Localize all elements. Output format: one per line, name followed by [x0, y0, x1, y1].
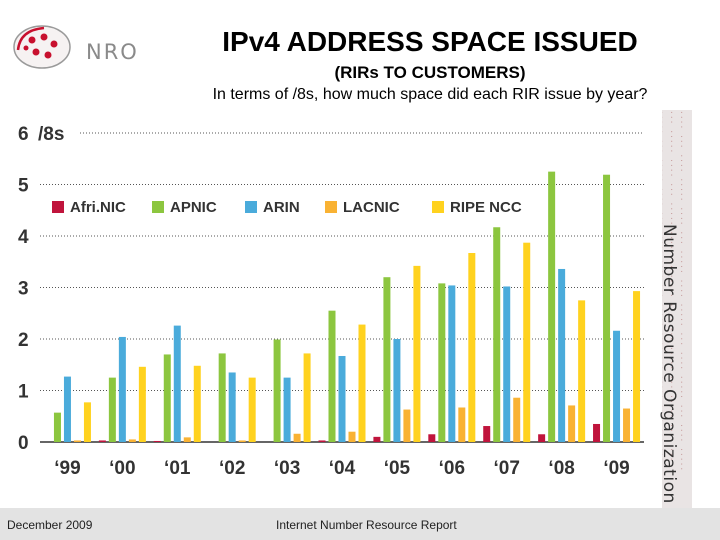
- bar-afri-nic: [318, 440, 326, 442]
- bar-apnic: [328, 310, 336, 442]
- x-tick-label: ‘02: [219, 458, 245, 479]
- y-tick-label: 5: [18, 176, 29, 197]
- x-tick-label: ‘03: [274, 458, 300, 479]
- bar-afri-nic: [593, 423, 601, 442]
- bar-arin: [558, 268, 566, 442]
- bar-ripe-ncc: [468, 252, 476, 442]
- page-title: IPv4 ADDRESS SPACE ISSUED: [222, 26, 638, 57]
- x-tick-label: ‘08: [548, 458, 574, 479]
- bar-apnic: [438, 283, 446, 442]
- bar-ripe-ncc: [578, 300, 586, 442]
- legend-swatch: [432, 201, 444, 213]
- legend-label: RIPE NCC: [450, 199, 522, 216]
- x-tick-label: ‘01: [164, 458, 191, 479]
- x-tick-label: ‘04: [329, 458, 356, 479]
- y-tick-label: 2: [18, 330, 29, 351]
- bar-lacnic: [348, 431, 356, 442]
- legend-swatch: [52, 201, 64, 213]
- bar-afri-nic: [538, 434, 546, 442]
- bar-ripe-ncc: [413, 265, 421, 442]
- x-tick-label: ‘09: [603, 458, 629, 479]
- bar-afri-nic: [98, 440, 106, 442]
- x-tick-label: ‘07: [494, 458, 520, 479]
- bar-afri-nic: [373, 436, 381, 442]
- bar-apnic: [218, 353, 226, 442]
- bar-lacnic: [513, 397, 521, 442]
- page-subtitle: (RIRs TO CUSTOMERS): [334, 63, 526, 82]
- bar-apnic: [163, 354, 171, 442]
- legend-label: APNIC: [170, 199, 217, 216]
- x-tick-label: ‘05: [384, 458, 411, 479]
- bar-lacnic: [568, 405, 576, 442]
- bar-arin: [118, 336, 126, 442]
- bar-apnic: [383, 277, 391, 442]
- footer-date: December 2009: [7, 518, 93, 532]
- bar-lacnic: [458, 407, 466, 442]
- bar-arin: [283, 377, 291, 442]
- bar-ripe-ncc: [248, 377, 256, 442]
- y-tick-label: 0: [18, 433, 29, 454]
- x-tick-label: ‘06: [439, 458, 465, 479]
- bar-arin: [63, 376, 71, 442]
- bar-apnic: [53, 412, 61, 442]
- bar-ripe-ncc: [633, 291, 641, 442]
- bar-lacnic: [183, 437, 191, 442]
- bar-lacnic: [128, 439, 136, 442]
- legend-label: Afri.NIC: [70, 199, 126, 216]
- bar-afri-nic: [483, 426, 491, 442]
- bar-afri-nic: [428, 434, 436, 442]
- bar-ripe-ncc: [523, 242, 531, 442]
- nro-logo: [13, 25, 71, 69]
- side-decoration-strip: .... ... .... ..... .... ... ..... .... …: [662, 110, 692, 508]
- y-axis-unit-label: /8s: [38, 124, 64, 145]
- bar-arin: [228, 372, 236, 442]
- bar-ripe-ncc: [138, 366, 146, 442]
- logo-text: NRO: [86, 40, 139, 64]
- y-tick-label: 3: [18, 279, 29, 300]
- bar-arin: [448, 285, 456, 442]
- bar-ripe-ncc: [83, 402, 91, 442]
- bar-apnic: [603, 174, 611, 442]
- x-tick-label: ‘99: [54, 458, 80, 479]
- bar-arin: [338, 355, 346, 442]
- bar-ripe-ncc: [193, 365, 201, 442]
- legend-swatch: [325, 201, 337, 213]
- bar-arin: [393, 339, 401, 442]
- bar-apnic: [493, 227, 501, 442]
- bar-arin: [613, 330, 621, 442]
- bar-lacnic: [73, 440, 81, 442]
- legend-label: LACNIC: [343, 199, 400, 216]
- bar-lacnic: [238, 440, 246, 442]
- x-tick-label: ‘00: [109, 458, 135, 479]
- bar-apnic: [108, 377, 116, 442]
- bar-arin: [503, 286, 511, 442]
- legend-swatch: [245, 201, 257, 213]
- footer-report-title: Internet Number Resource Report: [276, 518, 457, 532]
- footer-bar: December 2009 Internet Number Resource R…: [0, 508, 720, 540]
- legend-label: ARIN: [263, 199, 300, 216]
- bar-apnic: [273, 339, 281, 442]
- chart-question: In terms of /8s, how much space did each…: [212, 86, 648, 103]
- bar-lacnic: [403, 409, 411, 442]
- y-tick-label: 4: [18, 227, 29, 248]
- y-tick-label: 6: [18, 124, 29, 145]
- y-tick-label: 1: [18, 382, 29, 403]
- bar-afri-nic: [153, 440, 161, 442]
- bar-lacnic: [293, 433, 301, 442]
- bar-lacnic: [623, 408, 631, 442]
- legend-swatch: [152, 201, 164, 213]
- bar-ripe-ncc: [303, 353, 311, 442]
- bar-ripe-ncc: [358, 324, 366, 442]
- bar-apnic: [548, 171, 556, 442]
- bar-arin: [173, 325, 181, 442]
- side-org-label: Number Resource Organization: [659, 224, 679, 504]
- bar-chart: 0 1 2 3 4 5 6/8s ‘99 ‘00 ‘01 ‘02 ‘03 ‘04 ‘05 ‘06 ‘07 ‘08…: [18, 124, 644, 479]
